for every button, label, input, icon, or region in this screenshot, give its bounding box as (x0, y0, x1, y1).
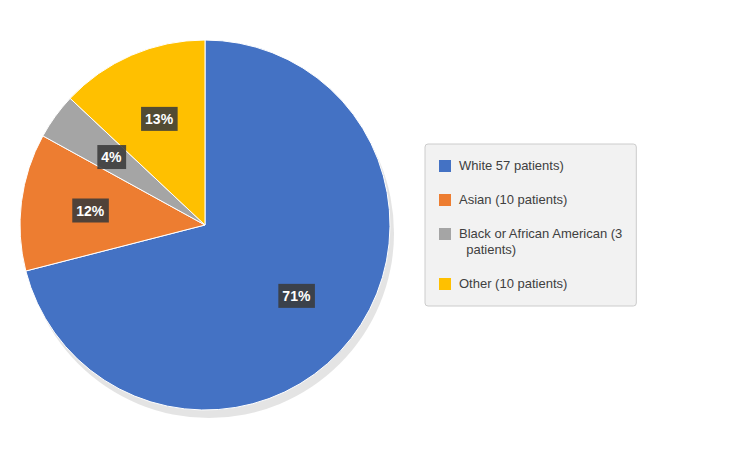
pie (20, 40, 390, 410)
legend-swatch (439, 194, 451, 206)
legend-swatch (439, 278, 451, 290)
chart: 71% 12% 4% 13% White 57 patients) Asian (10 p… (0, 0, 751, 451)
legend-label: Other (10 patients) (459, 276, 567, 291)
data-label: 12% (76, 203, 105, 219)
legend-label: Asian (10 patients) (459, 192, 567, 207)
legend: White 57 patients) Asian (10 patients) Bla… (425, 144, 636, 306)
data-label: 71% (282, 288, 311, 304)
legend-label: Black or African American (3 patients) (459, 226, 622, 257)
legend-frame (425, 144, 636, 306)
data-labels: 71% 12% 4% 13% (72, 107, 315, 308)
data-label-box (72, 199, 109, 223)
legend-swatch (439, 228, 451, 240)
pie-slice (70, 40, 205, 225)
data-label-box (97, 145, 126, 169)
legend-label: White 57 patients) (459, 158, 564, 173)
data-label: 4% (101, 149, 122, 165)
data-label: 13% (145, 111, 174, 127)
legend-swatch (439, 160, 451, 172)
data-label-box (278, 284, 315, 308)
data-label-box (141, 107, 178, 131)
